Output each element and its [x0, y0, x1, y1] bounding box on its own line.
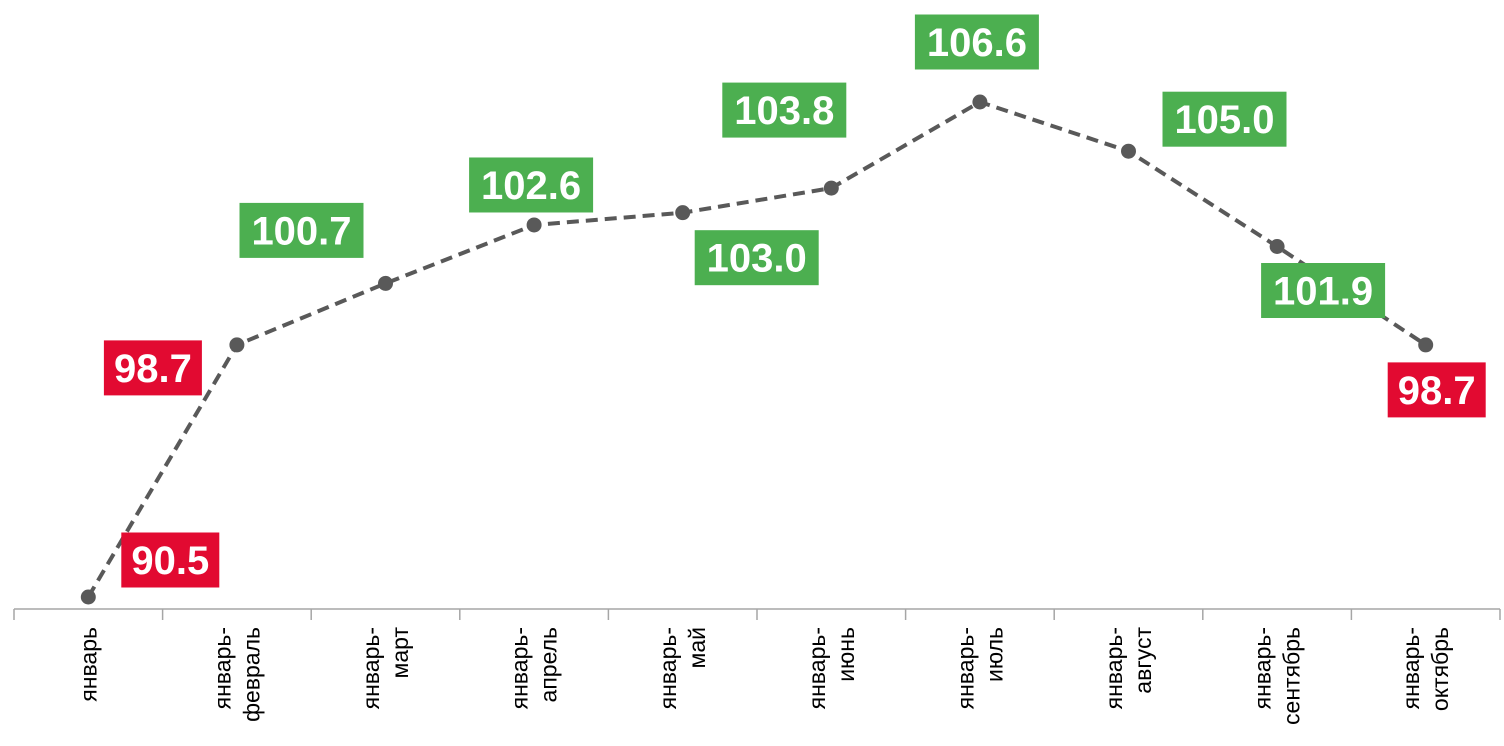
data-label-box — [1261, 263, 1386, 319]
data-point — [229, 337, 245, 353]
x-tick-label: январь-апрель — [507, 627, 562, 709]
x-tick-label: январь-июль — [952, 627, 1007, 709]
data-label: 90.5 — [131, 539, 209, 583]
data-point — [823, 180, 839, 196]
data-point — [80, 589, 96, 605]
data-label: 106.6 — [927, 21, 1027, 65]
data-point — [972, 94, 988, 110]
data-label-box — [722, 82, 847, 138]
series-line — [86, 99, 1427, 599]
data-point — [526, 217, 542, 233]
data-label: 102.6 — [481, 164, 581, 208]
x-tick-label: январь-май — [655, 627, 710, 709]
x-tick-label: январь-февраль — [209, 627, 264, 722]
data-label-box — [239, 202, 364, 258]
x-tick-label: январь-сентябрь — [1250, 627, 1305, 725]
x-tick-label: январь-октябрь — [1398, 627, 1453, 711]
data-point — [378, 275, 393, 291]
x-tick-label: январь — [75, 627, 101, 702]
data-point — [1269, 239, 1285, 255]
data-label: 98.7 — [114, 347, 192, 391]
data-label: 103.8 — [734, 89, 834, 133]
data-label: 101.9 — [1273, 270, 1373, 314]
data-label-box — [914, 14, 1039, 70]
data-point — [675, 205, 691, 221]
data-point — [1418, 337, 1434, 353]
data-label-box — [121, 532, 220, 588]
data-label-box — [694, 230, 819, 286]
data-label-box — [469, 157, 594, 213]
data-label: 105.0 — [1174, 98, 1274, 142]
data-label-box — [103, 340, 202, 396]
x-tick-label: январь-март — [358, 627, 413, 710]
data-point — [1121, 143, 1136, 159]
data-label-box — [1162, 91, 1287, 147]
data-label: 100.7 — [251, 209, 351, 253]
data-label-box — [1387, 362, 1486, 418]
data-label: 98.7 — [1398, 369, 1476, 413]
data-label: 103.0 — [707, 237, 807, 281]
x-tick-label: январь-июнь — [804, 627, 859, 709]
x-tick-label: январь-август — [1101, 627, 1156, 710]
